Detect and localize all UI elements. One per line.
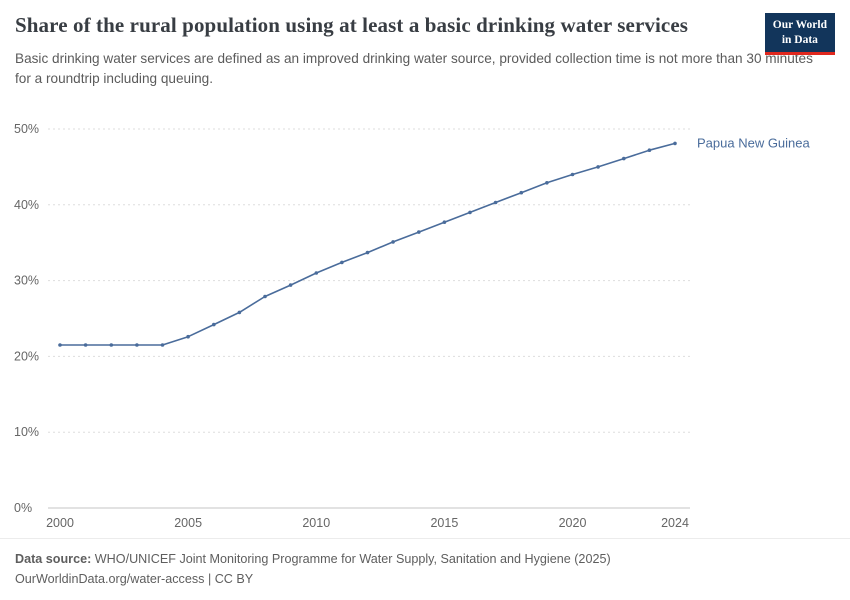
y-axis-tick-label: 40% — [14, 198, 39, 212]
data-point[interactable] — [545, 181, 549, 185]
x-axis-tick-label: 2024 — [661, 516, 689, 530]
owid-logo[interactable]: Our World in Data — [764, 13, 835, 55]
data-point[interactable] — [186, 334, 190, 339]
chart-header: Share of the rural population using at l… — [15, 13, 835, 90]
data-point[interactable] — [109, 343, 114, 347]
chart-footer: Data source: WHO/UNICEF Joint Monitoring… — [0, 538, 850, 589]
x-axis-tick-label: 2005 — [174, 516, 202, 530]
data-point[interactable] — [468, 210, 472, 215]
page-title: Share of the rural population using at l… — [15, 13, 689, 37]
data-point[interactable] — [365, 250, 370, 255]
data-point[interactable] — [622, 156, 626, 161]
data-point[interactable] — [83, 343, 88, 347]
data-point[interactable] — [673, 141, 677, 146]
y-axis-tick-label: 10% — [14, 425, 39, 439]
data-point[interactable] — [391, 240, 395, 244]
data-point[interactable] — [288, 283, 293, 287]
data-point[interactable] — [58, 343, 62, 347]
owid-logo-line1: Our World — [772, 19, 827, 31]
chart-canvas[interactable]: 0% 10% 20% 30% 40% 50% 2000 2005 2010 2015 2020 202… — [0, 118, 850, 536]
x-axis-tick-label: 2010 — [302, 516, 330, 530]
data-point[interactable] — [237, 310, 242, 315]
y-axis-tick-label: 0% — [14, 501, 32, 515]
data-point[interactable] — [596, 165, 600, 169]
line-chart[interactable]: 0% 10% 20% 30% 40% 50% 2000 2005 2010 2015 2020 202… — [0, 118, 850, 536]
y-axis-tick-label: 50% — [14, 122, 39, 136]
data-point[interactable] — [493, 200, 498, 205]
y-axis-tick-label: 20% — [14, 349, 39, 363]
x-axis-tick-label: 2020 — [559, 516, 587, 530]
data-source-label: Data source: — [15, 552, 92, 566]
data-point[interactable] — [314, 271, 319, 275]
citation-link[interactable]: OurWorldinData.org/water-access | CC BY — [15, 572, 254, 587]
data-line[interactable] — [60, 142, 676, 346]
data-source-text: WHO/UNICEF Joint Monitoring Programme fo… — [91, 552, 611, 566]
series-label[interactable]: Papua New Guinea — [697, 135, 811, 150]
data-point[interactable] — [417, 230, 421, 234]
data-point[interactable] — [263, 294, 267, 299]
chart-subtitle: Basic drinking water services are define… — [15, 50, 813, 87]
data-point[interactable] — [519, 190, 524, 195]
x-axis-tick-label: 2015 — [430, 516, 458, 530]
data-point[interactable] — [160, 343, 165, 347]
y-axis-tick-label: 30% — [14, 274, 39, 288]
data-point[interactable] — [647, 148, 652, 152]
data-point[interactable] — [442, 220, 447, 224]
data-source-line: Data source: WHO/UNICEF Joint Monitoring… — [15, 549, 835, 569]
data-point[interactable] — [340, 260, 344, 265]
x-axis-tick-label: 2000 — [46, 516, 74, 530]
data-point[interactable] — [570, 172, 575, 177]
data-point[interactable] — [135, 343, 139, 347]
owid-logo-line2: in Data — [781, 33, 818, 46]
data-point[interactable] — [212, 322, 216, 327]
